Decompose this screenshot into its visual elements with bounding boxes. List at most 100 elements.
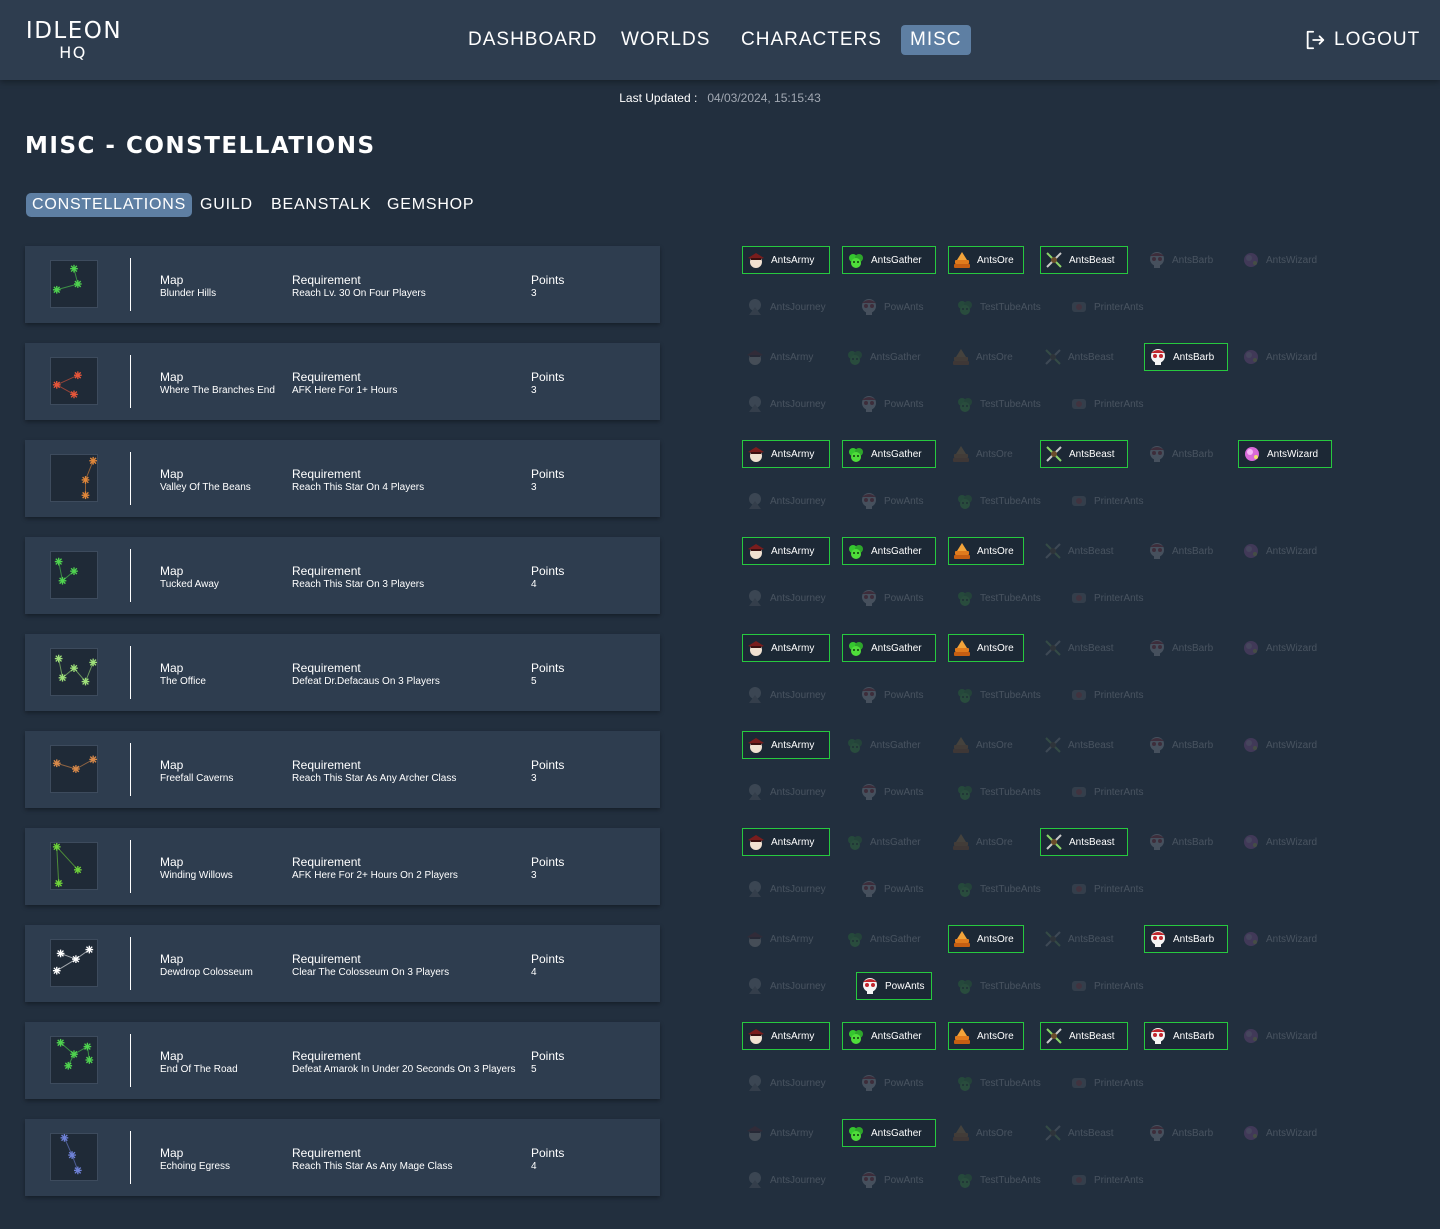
requirement-column: Requirement Reach This Star On 3 Players [292,564,424,591]
logo-subtitle: HQ [59,43,87,62]
constellation-icon [50,648,98,696]
character-chip: AntsBeast [1040,634,1128,662]
grey-sprite-icon [749,687,761,703]
nav-dashboard[interactable]: DASHBOARD [468,29,598,50]
map-column: Map Echoing Egress [160,1146,230,1173]
character-name: AntsBeast [1068,1127,1114,1139]
character-name: PowAnts [884,495,924,507]
character-name: AntsBarb [1172,642,1214,654]
tab-beanstalk[interactable]: BEANSTALK [271,196,372,213]
character-name: AntsArmy [770,351,814,363]
logout-button[interactable]: LOGOUT [1304,25,1420,55]
logout-icon [1306,30,1325,50]
orange-stack-icon [953,834,969,850]
requirement-label: Requirement [292,1146,361,1160]
points-column: Points 4 [531,1146,564,1173]
character-name: AntsGather [871,1030,922,1042]
character-chip: AntsBeast [1040,1022,1128,1050]
points-label: Points [531,855,565,869]
character-name: AntsBeast [1068,739,1114,751]
character-chip: AntsBeast [1040,246,1128,274]
requirement-column: Requirement Clear The Colosseum On 3 Pla… [292,952,449,979]
character-chip: PrinterAnts [1066,390,1154,418]
requirement-value: Reach Lv. 30 On Four Players [292,288,426,299]
orange-stack-icon [953,1125,969,1141]
green-blob-icon [958,786,972,800]
dark-sprite-icon [1072,1175,1086,1185]
points-column: Points 3 [531,758,564,785]
character-chip: AntsWizard [1238,828,1332,856]
character-chip: AntsArmy [742,1119,830,1147]
character-chip: AntsWizard [1238,634,1332,662]
tab-constellations[interactable]: CONSTELLATIONS [26,193,193,217]
character-chip: AntsWizard [1238,731,1332,759]
requirement-value: Reach This Star On 4 Players [292,482,425,493]
character-name: AntsGather [871,642,922,654]
logo[interactable]: IDLEON HQ [24,18,124,62]
orange-stack-icon [954,252,970,268]
character-chip: TestTubeAnts [952,390,1052,418]
requirement-label: Requirement [292,273,361,287]
grey-sprite-icon [749,784,761,800]
character-chip: PowAnts [856,972,932,1000]
requirement-column: Requirement Defeat Dr.Defacaus On 3 Play… [292,661,440,688]
character-name: TestTubeAnts [980,592,1041,604]
points-column: Points 4 [531,564,564,591]
character-name: TestTubeAnts [980,1077,1041,1089]
character-chip: AntsOre [948,634,1024,662]
character-name: TestTubeAnts [980,398,1041,410]
character-name: AntsOre [976,836,1013,848]
pink-orb-icon [1244,1029,1258,1043]
points-value: 4 [531,1161,537,1172]
grey-sprite-icon [749,493,761,509]
character-name: AntsBarb [1172,545,1214,557]
map-value: Echoing Egress [160,1161,231,1172]
constellation-icon [50,357,98,405]
red-skull-icon [862,299,876,315]
points-column: Points 3 [531,467,564,494]
requirement-value: Defeat Dr.Defacaus On 3 Players [292,676,440,687]
character-name: TestTubeAnts [980,980,1041,992]
constellation-card: Map Tucked Away Requirement Reach This S… [25,537,660,614]
red-skull-icon [1151,931,1165,947]
character-chip: AntsBarb [1144,1022,1228,1050]
divider [130,937,131,990]
red-skull-icon [862,784,876,800]
red-skull-icon [1150,834,1164,850]
constellation-card: Map Dewdrop Colosseum Requirement Clear … [25,925,660,1002]
character-chip: AntsBarb [1144,246,1228,274]
character-chip: AntsBarb [1144,731,1228,759]
green-blob-icon [849,1127,863,1141]
requirement-column: Requirement Reach This Star As Any Arche… [292,758,456,785]
map-label: Map [160,855,184,869]
divider [130,646,131,699]
character-chip: AntsBeast [1040,343,1128,371]
map-value: End Of The Road [160,1064,238,1075]
points-value: 5 [531,1064,537,1075]
character-chip: TestTubeAnts [952,778,1052,806]
nav-misc[interactable]: MISC [901,25,971,55]
red-skull-icon [1151,349,1165,365]
character-name: AntsGather [870,351,921,363]
crossed-swords-icon [1045,931,1061,947]
character-name: AntsBarb [1172,836,1214,848]
character-chip: AntsOre [948,440,1024,468]
character-chip: TestTubeAnts [952,875,1052,903]
nav-characters[interactable]: CHARACTERS [741,29,882,50]
character-name: AntsBeast [1069,836,1115,848]
tab-gemshop[interactable]: GEMSHOP [387,196,475,213]
requirement-label: Requirement [292,467,361,481]
pirate-hat-icon [748,1029,764,1044]
points-label: Points [531,758,565,772]
nav-worlds[interactable]: WORLDS [621,29,711,50]
tab-guild[interactable]: GUILD [200,196,253,213]
pirate-hat-icon [748,738,764,753]
points-label: Points [531,467,565,481]
divider [130,1034,131,1087]
character-name: PrinterAnts [1094,1174,1144,1186]
character-chip: AntsJourney [742,584,842,612]
crossed-swords-icon [1046,252,1062,268]
constellation-icon [50,1133,98,1181]
character-name: PowAnts [884,883,924,895]
character-chip: AntsJourney [742,1069,842,1097]
